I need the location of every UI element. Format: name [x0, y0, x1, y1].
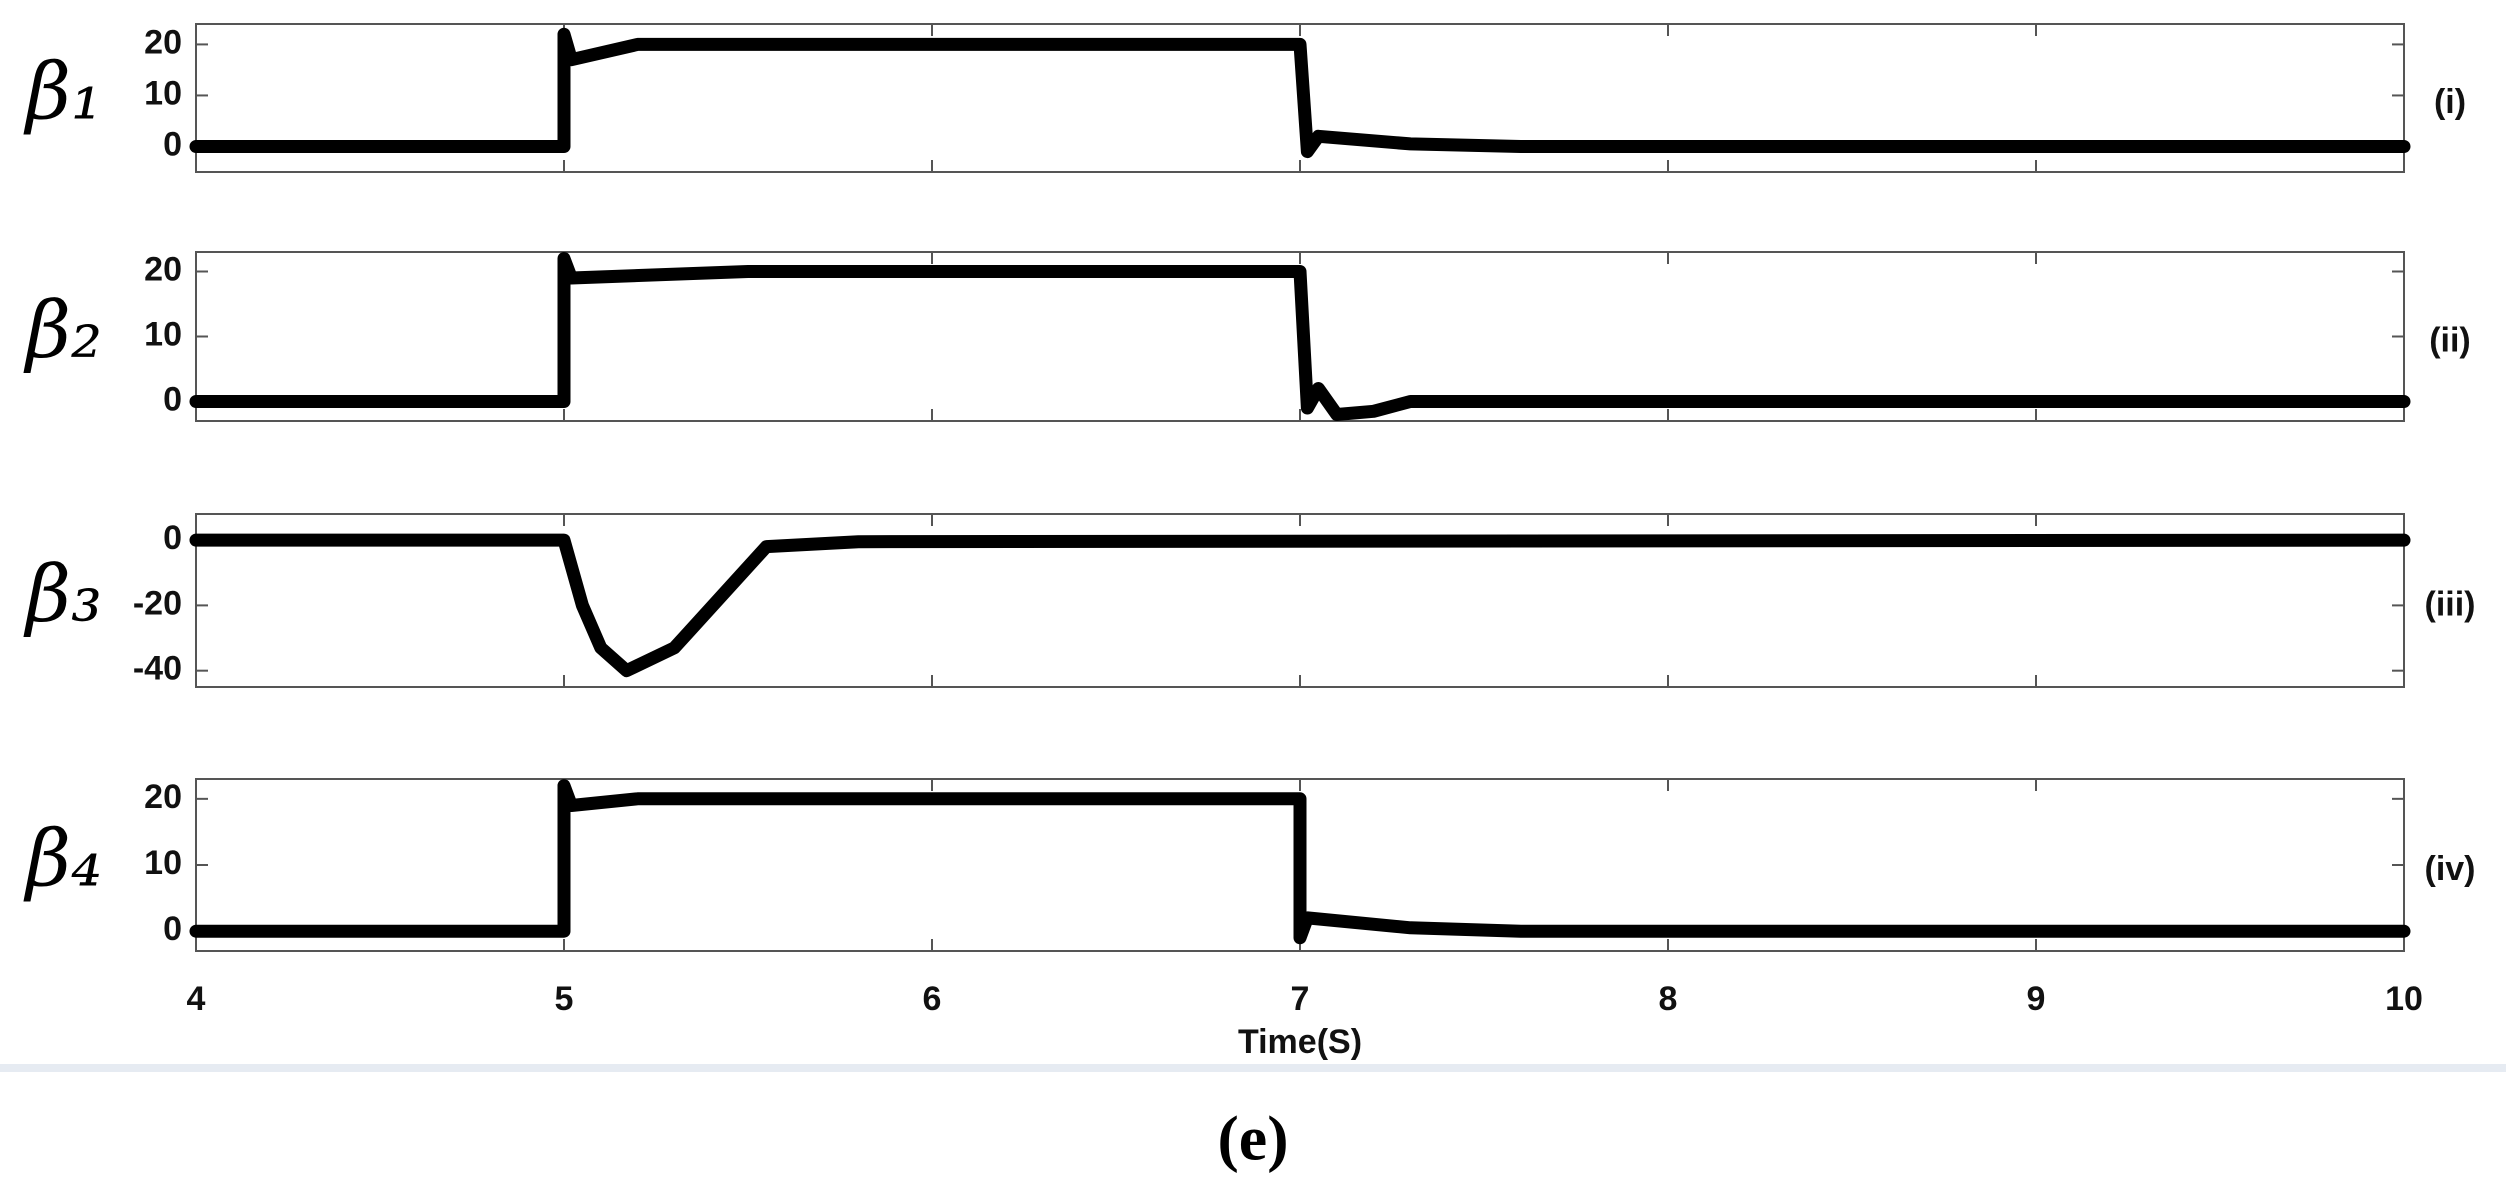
- y-tick-label: 0: [163, 125, 182, 163]
- y-tick-label: 20: [144, 23, 182, 61]
- panel-label: (iv): [2425, 850, 2476, 888]
- y-axis-label: β₃: [23, 550, 102, 640]
- x-tick-label: 4: [187, 980, 206, 1018]
- y-tick-label: -20: [133, 584, 182, 622]
- x-tick-label: 7: [1291, 980, 1310, 1018]
- caption: (e): [1217, 1103, 1288, 1174]
- panel-label: (iii): [2425, 585, 2476, 623]
- x-tick-label: 5: [555, 980, 574, 1018]
- x-axis-label: Time(S): [1238, 1023, 1362, 1061]
- x-tick-label: 8: [1659, 980, 1678, 1018]
- data-line: [189, 779, 2411, 945]
- data-line: [189, 533, 2411, 678]
- data-line: [189, 252, 2411, 421]
- y-axis-label: β₁: [23, 48, 102, 138]
- y-axis-label: β₄: [23, 815, 102, 905]
- y-tick-label: 20: [144, 778, 182, 816]
- panel-label: (ii): [2429, 321, 2471, 359]
- y-tick-label: 0: [163, 910, 182, 948]
- y-tick-label: 20: [144, 250, 182, 288]
- panel-label: (i): [2434, 83, 2466, 121]
- x-tick-label: 10: [2385, 980, 2423, 1018]
- y-tick-label: 0: [163, 519, 182, 557]
- y-tick-label: 10: [144, 315, 182, 353]
- data-line: [189, 27, 2411, 159]
- y-tick-label: 10: [144, 844, 182, 882]
- y-axis-label: β₂: [23, 286, 102, 376]
- y-tick-label: -40: [133, 650, 182, 688]
- y-tick-label: 10: [144, 74, 182, 112]
- x-tick-label: 9: [2027, 980, 2046, 1018]
- y-tick-label: 0: [163, 380, 182, 418]
- x-tick-label: 6: [923, 980, 942, 1018]
- separator: [0, 1064, 2506, 1072]
